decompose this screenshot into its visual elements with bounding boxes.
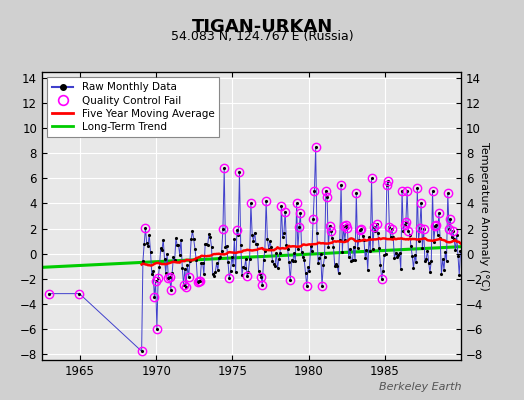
Y-axis label: Temperature Anomaly (°C): Temperature Anomaly (°C) — [479, 142, 489, 290]
Text: TIGAN-URKAN: TIGAN-URKAN — [191, 18, 333, 36]
Text: 54.083 N, 124.767 E (Russia): 54.083 N, 124.767 E (Russia) — [171, 30, 353, 43]
Legend: Raw Monthly Data, Quality Control Fail, Five Year Moving Average, Long-Term Tren: Raw Monthly Data, Quality Control Fail, … — [47, 77, 220, 137]
Text: Berkeley Earth: Berkeley Earth — [379, 382, 461, 392]
